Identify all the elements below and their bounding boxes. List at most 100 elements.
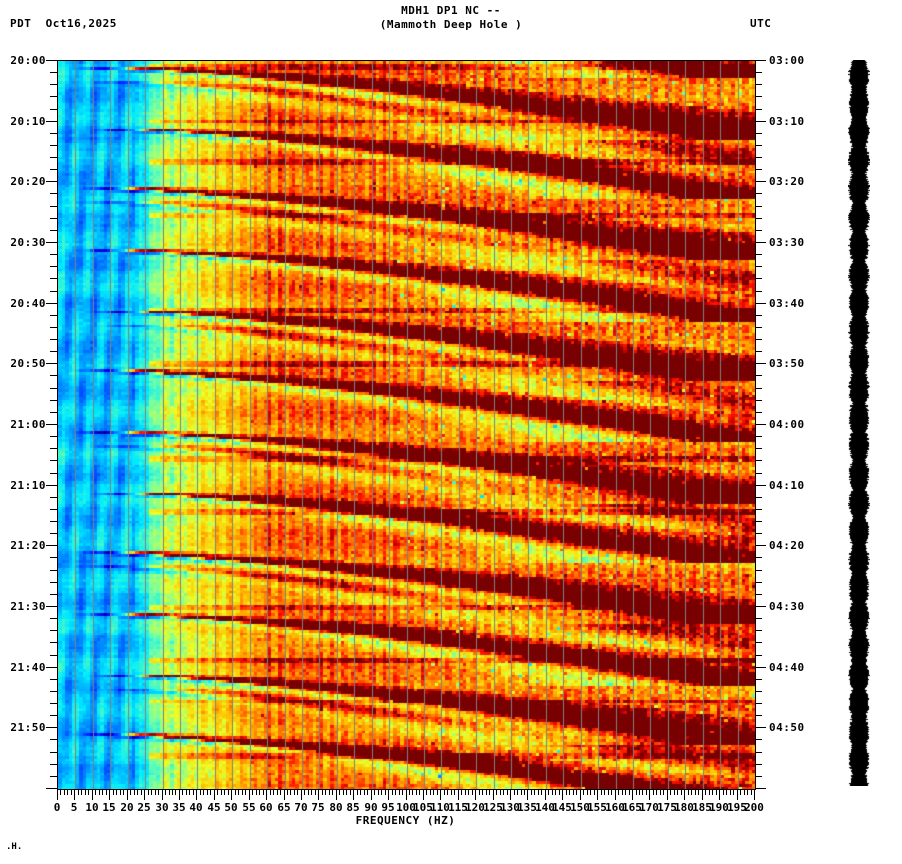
left-time-tick: [50, 193, 57, 194]
left-time-tick: [50, 157, 57, 158]
spectrogram-plot-area[interactable]: [57, 60, 756, 790]
frequency-tick: [618, 789, 619, 795]
frequency-tick: [137, 789, 138, 795]
frequency-tick: [660, 789, 661, 795]
corner-glyph: .H.: [6, 842, 23, 852]
frequency-label: 45: [207, 801, 221, 814]
frequency-tick: [158, 789, 159, 795]
left-time-tick: [50, 206, 57, 207]
frequency-label: 90: [364, 801, 378, 814]
left-time-label: 20:10: [10, 115, 46, 128]
right-time-tick: [755, 764, 762, 765]
left-time-tick: [50, 351, 57, 352]
left-time-tick: [50, 473, 57, 474]
left-time-label: 20:20: [10, 175, 46, 188]
frequency-tick: [280, 789, 281, 795]
frequency-tick: [315, 789, 316, 795]
frequency-tick: [493, 789, 494, 800]
right-time-tick: [755, 436, 762, 437]
left-time-tick: [50, 388, 57, 389]
frequency-tick: [308, 789, 309, 795]
frequency-label: 150: [570, 801, 590, 814]
frequency-label: 110: [430, 801, 450, 814]
right-time-tick: [755, 375, 762, 376]
frequency-tick: [277, 789, 278, 795]
left-time-tick: [46, 424, 57, 425]
frequency-tick: [95, 789, 96, 795]
frequency-label: 0: [53, 801, 61, 814]
right-time-tick: [755, 533, 762, 534]
frequency-tick: [109, 789, 110, 800]
frequency-tick: [304, 789, 305, 795]
frequency-tick: [524, 789, 525, 795]
left-time-tick: [50, 133, 57, 134]
frequency-tick: [81, 789, 82, 795]
frequency-tick: [301, 789, 302, 800]
frequency-tick: [507, 789, 508, 795]
left-time-tick: [46, 727, 57, 728]
frequency-tick: [663, 789, 664, 795]
frequency-tick: [256, 789, 257, 795]
frequency-label: 155: [587, 801, 607, 814]
spectrogram-image: [58, 61, 755, 789]
frequency-tick: [583, 789, 584, 795]
frequency-tick: [465, 789, 466, 795]
frequency-tick: [259, 789, 260, 795]
frequency-tick: [169, 789, 170, 795]
right-time-tick: [755, 703, 762, 704]
frequency-tick: [656, 789, 657, 795]
right-time-label: 04:40: [769, 661, 805, 674]
frequency-tick: [723, 789, 724, 795]
frequency-tick: [559, 789, 560, 795]
frequency-tick: [116, 789, 117, 795]
left-time-tick: [46, 788, 57, 789]
left-time-tick: [50, 230, 57, 231]
frequency-tick: [670, 789, 671, 795]
left-time-tick: [50, 679, 57, 680]
frequency-label: 170: [639, 801, 659, 814]
frequency-tick: [406, 789, 407, 800]
frequency-label: 185: [692, 801, 712, 814]
frequency-tick: [482, 789, 483, 795]
frequency-tick: [691, 789, 692, 795]
frequency-tick: [189, 789, 190, 795]
station-title-line1: MDH1 DP1 NC --: [401, 4, 501, 17]
left-time-tick: [50, 460, 57, 461]
left-time-tick: [50, 521, 57, 522]
left-time-tick: [50, 145, 57, 146]
left-time-tick: [50, 618, 57, 619]
frequency-tick: [402, 789, 403, 795]
left-time-label: 21:20: [10, 539, 46, 552]
left-time-tick: [50, 278, 57, 279]
frequency-tick: [364, 789, 365, 795]
right-time-tick: [755, 715, 762, 716]
left-time-label: 21:00: [10, 418, 46, 431]
frequency-tick: [625, 789, 626, 795]
frequency-tick: [514, 789, 515, 795]
right-time-tick: [755, 230, 762, 231]
frequency-label: 30: [155, 801, 169, 814]
frequency-label: 135: [517, 801, 537, 814]
frequency-tick: [175, 789, 176, 795]
right-time-tick: [755, 60, 766, 61]
frequency-tick: [454, 789, 455, 795]
frequency-tick: [667, 789, 668, 800]
frequency-tick: [148, 789, 149, 795]
frequency-tick: [99, 789, 100, 795]
frequency-tick: [751, 789, 752, 795]
frequency-label: 80: [329, 801, 343, 814]
frequency-label: 200: [744, 801, 764, 814]
left-time-tick: [50, 291, 57, 292]
frequency-label: 20: [120, 801, 134, 814]
frequency-tick: [67, 789, 68, 795]
frequency-tick: [639, 789, 640, 795]
left-time-tick: [46, 485, 57, 486]
frequency-tick: [388, 789, 389, 800]
frequency-tick: [339, 789, 340, 795]
left-time-label: 20:30: [10, 236, 46, 249]
frequency-tick: [545, 789, 546, 800]
frequency-tick: [716, 789, 717, 795]
frequency-tick: [486, 789, 487, 795]
right-time-tick: [755, 363, 766, 364]
right-time-label: 03:50: [769, 357, 805, 370]
